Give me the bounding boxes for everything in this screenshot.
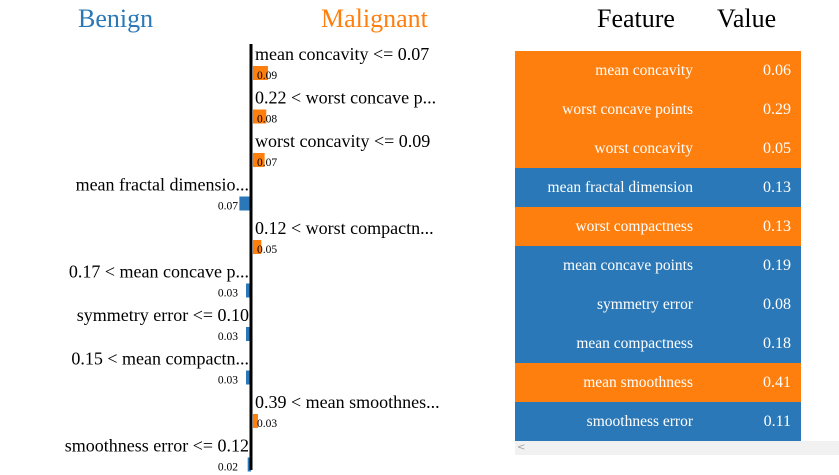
feature-name-cell: mean fractal dimension (547, 179, 693, 196)
bar-label: 0.15 < mean compactn... (71, 349, 249, 369)
feature-value-cell: 0.11 (763, 413, 791, 430)
bar-benign (239, 196, 251, 211)
bar-label: 0.39 < mean smoothnes... (255, 392, 440, 412)
bar-label: symmetry error <= 0.10 (77, 305, 249, 325)
bar-malignant (253, 414, 258, 428)
feature-name-cell: smoothness error (586, 413, 693, 430)
lime-bar-chart: mean concavity <= 0.07 0.09 0.22 < worst c… (65, 44, 440, 474)
bar-malignant (253, 153, 265, 167)
value-header: Value (717, 4, 777, 33)
feature-value-cell: 0.08 (763, 296, 791, 313)
bar-label: mean fractal dimensio... (76, 175, 249, 195)
benign-header: Benign (78, 4, 154, 33)
feature-value-cell: 0.41 (763, 374, 791, 391)
bar-value-label: 0.08 (257, 114, 277, 126)
bar-value-label: 0.03 (257, 418, 277, 430)
feature-value-cell: 0.18 (763, 335, 791, 352)
bar-value-label: 0.07 (218, 201, 238, 213)
malignant-header: Malignant (321, 4, 428, 33)
table-row: smoothness error 0.11 (515, 402, 801, 441)
table-row: mean compactness 0.18 (515, 324, 801, 363)
table-row: mean concavity 0.06 (515, 51, 801, 90)
feature-value-cell: 0.05 (763, 140, 791, 157)
feature-name-cell: mean smoothness (583, 374, 693, 391)
scroll-left-arrow-icon[interactable]: < (517, 442, 526, 453)
bar-value-label: 0.07 (257, 157, 277, 169)
table-row: worst concavity 0.05 (515, 129, 801, 168)
feature-name-cell: mean concavity (595, 62, 693, 79)
bar-label: mean concavity <= 0.07 (255, 44, 429, 64)
feature-name-cell: mean concave points (563, 257, 693, 274)
feature-name-cell: worst compactness (575, 218, 693, 235)
feature-value-table: mean concavity 0.06 worst concave points 0.… (515, 51, 801, 441)
table-row: symmetry error 0.08 (515, 285, 801, 324)
bar-label: smoothness error <= 0.12 (65, 436, 249, 456)
feature-value-cell: 0.29 (763, 101, 791, 118)
bar-label: 0.17 < mean concave p... (69, 262, 249, 282)
table-row: worst concave points 0.29 (515, 90, 801, 129)
bar-benign (246, 283, 251, 298)
bar-value-label: 0.03 (218, 375, 238, 387)
table-row: mean smoothness 0.41 (515, 363, 801, 402)
bar-label: worst concavity <= 0.09 (255, 131, 430, 151)
bar-benign (246, 327, 251, 341)
bar-benign (247, 457, 251, 472)
horizontal-scrollbar[interactable]: < (515, 441, 839, 455)
feature-value-cell: 0.13 (763, 218, 791, 235)
table-row: mean concave points 0.19 (515, 246, 801, 285)
bar-value-label: 0.03 (218, 288, 238, 300)
bar-label: 0.12 < worst compactn... (255, 218, 434, 238)
feature-name-cell: symmetry error (597, 296, 693, 313)
table-row: mean fractal dimension 0.13 (515, 168, 801, 207)
bar-label: 0.22 < worst concave p... (255, 88, 436, 108)
feature-value-cell: 0.06 (763, 62, 791, 79)
bar-value-label: 0.02 (218, 462, 238, 474)
feature-name-cell: mean compactness (576, 335, 693, 352)
feature-name-cell: worst concave points (562, 101, 693, 118)
feature-name-cell: worst concavity (594, 140, 693, 157)
bar-value-label: 0.05 (257, 244, 277, 256)
bar-malignant (253, 109, 267, 124)
feature-header: Feature (597, 4, 675, 33)
bar-value-label: 0.09 (257, 70, 277, 82)
bar-benign (246, 370, 251, 385)
feature-value-cell: 0.13 (763, 179, 791, 196)
bar-value-label: 0.03 (218, 331, 238, 343)
feature-value-cell: 0.19 (763, 257, 791, 274)
bar-malignant (253, 240, 262, 254)
table-row: worst compactness 0.13 (515, 207, 801, 246)
bar-malignant (253, 66, 268, 80)
